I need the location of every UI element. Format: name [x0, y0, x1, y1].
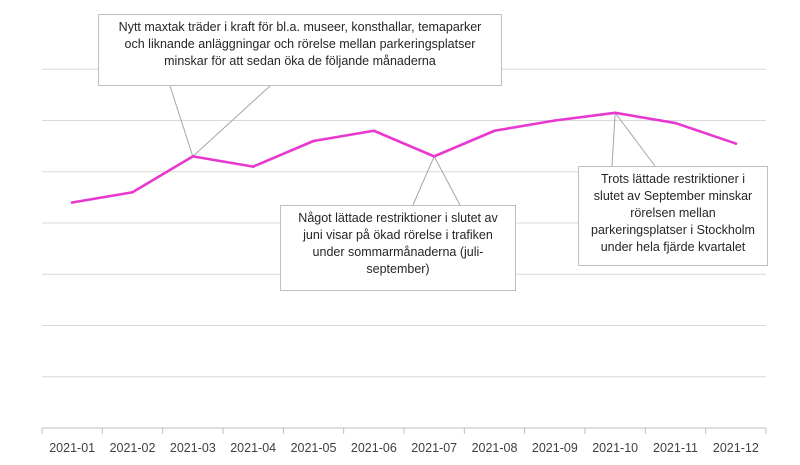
x-tick-label-2021-03: 2021-03: [170, 441, 216, 455]
series-line-0: [70, 111, 738, 204]
data-point-2021-05: [312, 139, 315, 143]
callout-box-march: Nytt maxtak träder i kraft för bl.a. mus…: [98, 14, 502, 86]
callout-box-october: Trots lättade restriktioner i slutet av …: [578, 166, 768, 266]
data-point-2021-04: [251, 165, 255, 168]
data-point-2021-10: [613, 111, 617, 115]
leader-line-2-0: [611, 112, 616, 167]
x-tick-label-2021-07: 2021-07: [411, 441, 457, 455]
data-point-2021-06: [372, 129, 376, 133]
leader-line-1-1: [433, 156, 461, 206]
x-tick-label-2021-01: 2021-01: [49, 441, 95, 455]
callout-leader-lines: [169, 85, 656, 206]
leader-line-0-1: [192, 85, 271, 157]
x-axis-tick-labels: 2021-01 2021-02 2021-03 2021-04 2021-05 2021-…: [41, 428, 767, 455]
x-tick-label-2021-12: 2021-12: [713, 441, 759, 455]
data-point-2021-03: [191, 155, 195, 158]
x-tick-label-2021-09: 2021-09: [532, 441, 578, 455]
leader-line-0-0: [169, 85, 194, 157]
data-point-2021-01: [70, 201, 74, 204]
callout-box-july: Något lättade restriktioner i slutet av …: [280, 205, 516, 291]
x-tick-label-2021-11: 2021-11: [653, 441, 698, 455]
data-point-2021-07: [432, 155, 436, 158]
data-point-2021-09: [553, 119, 557, 122]
data-point-2021-02: [131, 190, 134, 194]
data-point-2021-11: [674, 121, 677, 125]
leader-line-1-0: [412, 156, 435, 206]
x-tick-label-2021-10: 2021-10: [592, 441, 638, 455]
data-point-2021-08: [493, 129, 496, 133]
data-point-2021-12: [734, 142, 738, 145]
series-layer: [70, 111, 738, 204]
x-tick-label-2021-02: 2021-02: [110, 441, 156, 455]
x-tick-label-2021-05: 2021-05: [291, 441, 337, 455]
x-tick-label-2021-06: 2021-06: [351, 441, 397, 455]
x-tick-label-2021-04: 2021-04: [230, 441, 276, 455]
leader-line-2-1: [614, 112, 656, 167]
x-tick-label-2021-08: 2021-08: [472, 441, 518, 455]
